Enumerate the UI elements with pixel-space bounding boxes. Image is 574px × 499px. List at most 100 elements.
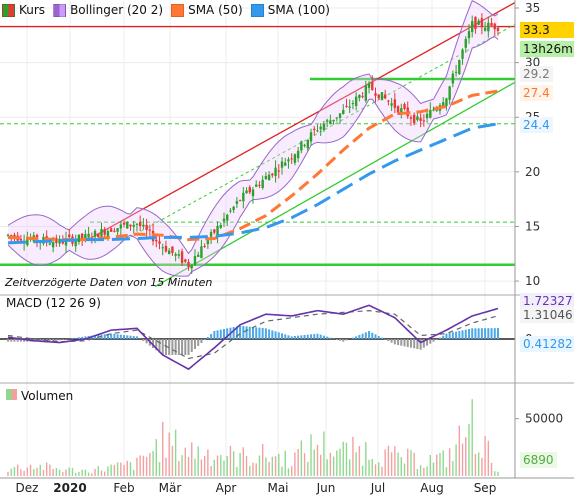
macd-hist-bar (200, 339, 203, 343)
sma50-tag: 27.4 (520, 85, 553, 101)
macd-hist-bar (297, 335, 300, 339)
candle-body (10, 235, 13, 237)
volume-bar (436, 454, 438, 476)
candle-body (277, 170, 280, 172)
macd-hist-bar (442, 335, 445, 339)
macd-hist-bar (255, 327, 258, 339)
macd-hist-bar (123, 335, 126, 339)
macd-hist-bar (110, 333, 113, 339)
volume-bar (300, 440, 303, 476)
volume-bar (294, 452, 296, 476)
volume-bar (23, 470, 25, 476)
legend-item-bollinger[interactable]: Bollinger (20 2) (53, 3, 163, 17)
macd-hist-bar (374, 334, 377, 339)
macd-hist-bar (181, 339, 184, 355)
volume-bar (287, 468, 290, 476)
volume-bar (258, 455, 261, 476)
macd-hist-bar (61, 339, 64, 340)
candle-body (471, 21, 474, 32)
volume-bar (236, 466, 238, 476)
candle-body (155, 239, 158, 242)
candle-body (158, 241, 161, 244)
macd-hist-bar (222, 329, 225, 339)
x-tick-label: Jun (316, 481, 336, 495)
volume-bar (281, 466, 283, 476)
y-tick-label: 15 (525, 219, 540, 233)
candle-body (19, 239, 23, 241)
volume-bar (149, 453, 151, 476)
volume-bar (136, 457, 138, 476)
volume-bar (390, 452, 393, 476)
candle-body (232, 206, 235, 210)
candle-body (387, 100, 390, 102)
volume-bar (307, 461, 309, 476)
candle-body (287, 159, 290, 162)
macd-hist-bar (400, 339, 403, 346)
candle-body (122, 222, 126, 225)
candle-body (242, 192, 245, 202)
candle-body (226, 214, 229, 221)
macd-hist-bar (448, 333, 451, 339)
candle-body (393, 99, 397, 109)
volume-bar (168, 432, 170, 476)
volume-bar (274, 456, 277, 476)
macd-signal-line (7, 310, 499, 360)
candle-body (222, 218, 226, 222)
legend-item-kurs[interactable]: Kurs (2, 3, 45, 17)
macd-hist-bar (477, 328, 480, 339)
candle-body (338, 113, 342, 118)
volume-bar (207, 449, 209, 476)
macd-hist-bar (287, 335, 290, 339)
candle-body (193, 256, 197, 266)
candle-body (364, 85, 368, 101)
volume-bar (232, 451, 235, 476)
candle-body (354, 96, 358, 106)
volume-bar (413, 452, 415, 476)
volume-bar (97, 466, 99, 476)
macd-hist-bar (168, 339, 171, 355)
candle-body (396, 106, 400, 113)
candle-body (374, 93, 377, 96)
candle-body (454, 71, 458, 73)
macd-hist-bar (197, 339, 200, 346)
macd-hist-bar (458, 331, 461, 339)
volume-bar (129, 462, 132, 476)
x-tick-label: Sep (474, 481, 497, 495)
volume-bar (39, 464, 41, 476)
macd-hist-bar (74, 337, 77, 339)
candle-body (264, 175, 268, 180)
candle-body (238, 200, 242, 202)
candle-body (441, 102, 445, 107)
legend-item-sma100[interactable]: SMA (100) (250, 3, 330, 17)
legend-item-sma50[interactable]: SMA (50) (171, 3, 243, 17)
candle-body (319, 126, 322, 130)
candle-body (132, 224, 135, 227)
candle-body (235, 201, 239, 204)
macd-hist-bar (142, 339, 145, 341)
candle-body (77, 234, 81, 242)
candle-body (474, 16, 477, 29)
macd-hist-bar (493, 328, 496, 339)
volume-last-tag: 6890 (520, 452, 557, 468)
volume-bar (423, 467, 425, 476)
macd-hist-bar (174, 339, 177, 355)
candle-body (103, 229, 106, 235)
candle-body (432, 109, 435, 111)
volume-bar (249, 465, 251, 476)
volume-bar (239, 452, 241, 476)
macd-hist-bar (403, 339, 406, 347)
candle-body (409, 117, 413, 119)
candle-body (106, 230, 110, 239)
candle-body (174, 254, 177, 256)
macd-hist-bar (94, 335, 97, 339)
macd-hist-bar (226, 328, 229, 339)
volume-bar (410, 450, 412, 476)
macd-hist-bar (235, 326, 238, 339)
volume-bar (81, 469, 83, 476)
volume-bar (474, 453, 477, 476)
candle-body (196, 254, 200, 257)
candle-body (490, 22, 493, 26)
macd-hist-bar (152, 339, 155, 348)
candle-body (58, 238, 61, 244)
macd-hist-bar (119, 334, 122, 339)
